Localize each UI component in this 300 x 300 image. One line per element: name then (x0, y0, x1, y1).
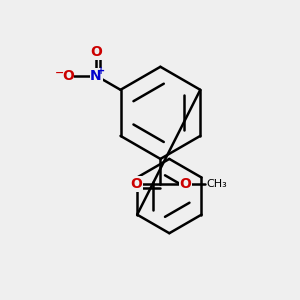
Text: O: O (180, 177, 192, 191)
Text: +: + (97, 66, 106, 76)
Text: CH₃: CH₃ (206, 179, 227, 189)
Text: O: O (90, 45, 102, 59)
Text: N: N (90, 69, 102, 83)
Text: −: − (55, 68, 64, 78)
Text: O: O (62, 69, 74, 83)
Text: O: O (131, 177, 142, 191)
